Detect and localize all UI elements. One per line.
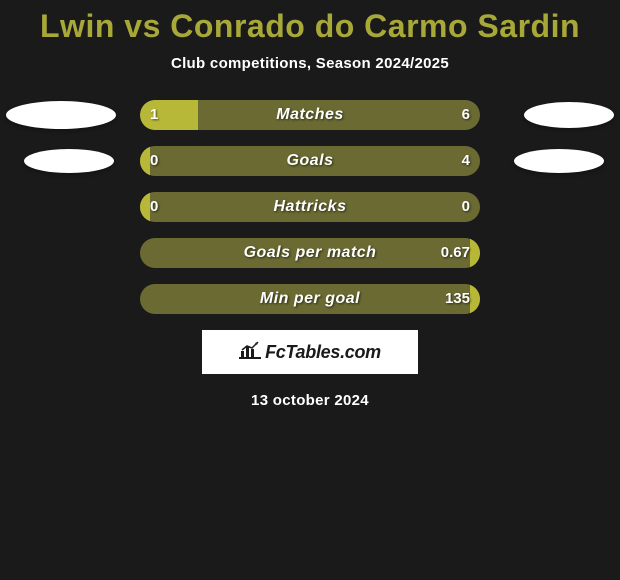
stat-value-right: 6 (462, 100, 470, 130)
subtitle: Club competitions, Season 2024/2025 (0, 55, 620, 72)
page-title: Lwin vs Conrado do Carmo Sardin (0, 0, 620, 45)
stat-row: Goals per match0.67 (0, 238, 620, 268)
stat-value-right: 4 (462, 146, 470, 176)
stats-area: Matches16Goals04Hattricks00Goals per mat… (0, 100, 620, 314)
stat-row: Matches1 6 (0, 100, 620, 130)
player-right-marker (514, 149, 604, 173)
stat-value-left: 0 (150, 146, 158, 176)
stat-value-left: 0 (150, 192, 158, 222)
stat-label: Matches (140, 100, 480, 130)
stat-value-right: 0.67 (441, 238, 470, 268)
stat-row: Goals0 4 (0, 146, 620, 176)
player-left-marker (24, 149, 114, 173)
date-text: 13 october 2024 (0, 392, 620, 409)
stat-row: Hattricks0 0 (0, 192, 620, 222)
chart-icon (239, 341, 261, 364)
logo-text: FcTables.com (265, 342, 381, 363)
stat-label: Hattricks (140, 192, 480, 222)
stat-label: Min per goal (140, 284, 480, 314)
logo-box: FcTables.com (202, 330, 418, 374)
stat-label: Goals (140, 146, 480, 176)
stat-value-right: 0 (462, 192, 470, 222)
player-right-marker (524, 102, 614, 128)
stat-value-left: 1 (150, 100, 158, 130)
stat-value-right: 135 (445, 284, 470, 314)
player-left-marker (6, 101, 116, 129)
stat-row: Min per goal135 (0, 284, 620, 314)
stat-label: Goals per match (140, 238, 480, 268)
